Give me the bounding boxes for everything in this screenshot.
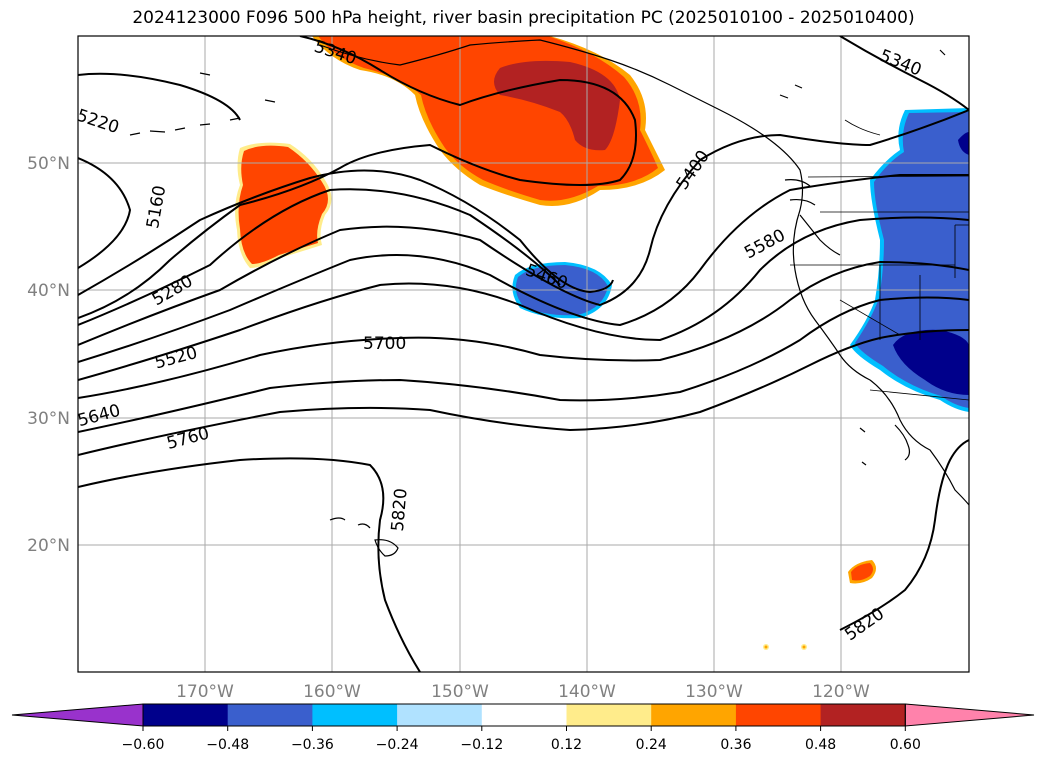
colorbar-tick-label: 0.24 (636, 737, 667, 753)
map-title: 2024123000 F096 500 hPa height, river ba… (132, 8, 915, 28)
height-contours (78, 36, 969, 672)
colorbar-tick-label: −0.60 (122, 737, 165, 753)
colorbar-segment (397, 704, 483, 726)
colorbar-outline (142, 703, 906, 727)
colorbar: −0.60 −0.48 −0.36 −0.24 −0.12 0.12 0.24 0.36 0.4… (11, 703, 1035, 753)
lon-label-140w: 140°W (558, 682, 616, 702)
colorbar-segment (566, 704, 652, 726)
lat-label-20n: 20°N (27, 536, 70, 556)
colorbar-tick-label: 0.36 (720, 737, 751, 753)
colorbar-segment (312, 704, 398, 726)
colorbar-tick-label: −0.12 (460, 737, 503, 753)
colorbar-extend-high (904, 703, 1035, 727)
strong-negative-sw (893, 329, 969, 395)
colorbar-segment (735, 704, 822, 726)
latitude-labels: 50°N 40°N 30°N 20°N (27, 154, 70, 556)
colorbar-tick-label: 0.12 (551, 737, 582, 753)
lon-label-130w: 130°W (685, 682, 743, 702)
contour-label: 5700 (363, 334, 406, 354)
colorbar-segment (651, 704, 737, 726)
lat-label-30n: 30°N (27, 409, 70, 429)
colorbar-tick-label: −0.36 (291, 737, 334, 753)
longitude-labels: 170°W 160°W 150°W 140°W 130°W 120°W (176, 682, 870, 702)
colorbar-segment (143, 704, 229, 726)
lat-label-50n: 50°N (27, 154, 70, 174)
colorbar-tick-label: 0.48 (805, 737, 836, 753)
lon-label-120w: 120°W (812, 682, 870, 702)
colorbar-tick-label: −0.24 (376, 737, 419, 753)
lon-label-160w: 160°W (303, 682, 361, 702)
colorbar-tick-label: 0.60 (890, 737, 921, 753)
graticule (78, 36, 969, 672)
lon-label-150w: 150°W (431, 682, 489, 702)
colorbar-segment (820, 704, 906, 726)
lon-label-170w: 170°W (176, 682, 234, 702)
map-frame (77, 35, 970, 673)
colorbar-extend-low (11, 703, 144, 727)
coastlines (129, 39, 969, 557)
colorbar-tick-label: −0.48 (206, 737, 249, 753)
colorbar-segment (227, 704, 313, 726)
lat-label-40n: 40°N (27, 281, 70, 301)
colorbar-segment (481, 704, 567, 726)
contour-label: 5820 (388, 487, 412, 532)
